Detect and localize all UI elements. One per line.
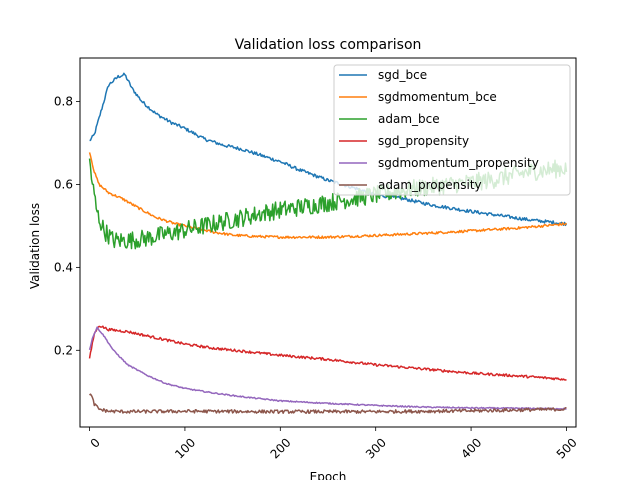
- legend-box: [333, 64, 571, 196]
- series-line-adam_propensity: [88, 393, 567, 415]
- legend-label-adam_propensity: adam_propensity: [378, 178, 482, 192]
- x-axis-label: Epoch: [310, 470, 347, 480]
- y-tick-label: 0.8: [54, 95, 73, 109]
- series-line-sgdmomentum_propensity: [88, 326, 567, 410]
- y-tick-label: 0.4: [54, 260, 73, 274]
- legend-label-sgd_bce: sgd_bce: [378, 68, 427, 82]
- legend: sgd_bce sgdmomentum_bce adam_bce sgd_propen…: [333, 64, 571, 196]
- series-line-sgd_bce: [89, 72, 568, 227]
- chart-title: Validation loss comparison: [235, 37, 422, 53]
- plot-frame: [79, 57, 577, 428]
- y-axis-label: Validation loss: [28, 203, 42, 289]
- y-tick-label: 0.6: [54, 177, 73, 191]
- legend-label-sgd_propensity: sgd_propensity: [378, 134, 469, 148]
- series-layer: [88, 72, 568, 415]
- y-tick-label: 0.2: [54, 343, 73, 357]
- legend-label-adam_bce: adam_bce: [378, 112, 440, 126]
- series-line-sgdmomentum_bce: [88, 152, 568, 240]
- legend-label-sgdmomentum_bce: sgdmomentum_bce: [378, 90, 497, 104]
- legend-label-sgdmomentum_propensity: sgdmomentum_propensity: [378, 156, 539, 170]
- series-line-sgd_propensity: [88, 325, 567, 382]
